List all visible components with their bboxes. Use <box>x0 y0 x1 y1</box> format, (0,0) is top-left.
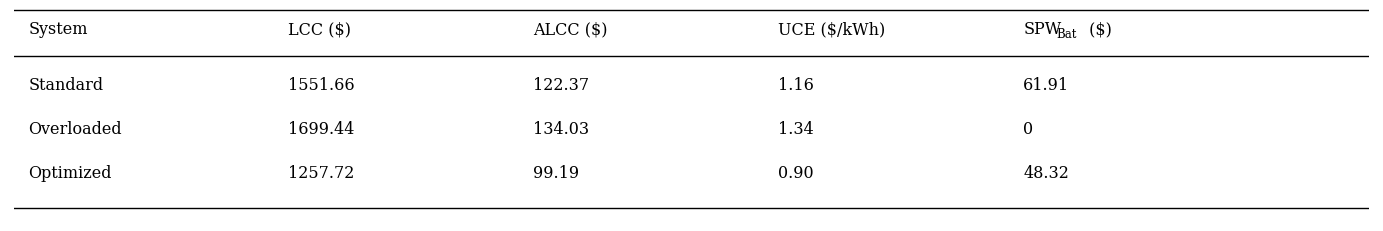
Text: System: System <box>29 21 89 38</box>
Text: 0.90: 0.90 <box>779 165 813 182</box>
Text: LCC ($): LCC ($) <box>288 21 351 38</box>
Text: SPW: SPW <box>1023 21 1062 38</box>
Text: 1257.72: 1257.72 <box>288 165 354 182</box>
Text: Optimized: Optimized <box>29 165 112 182</box>
Text: 134.03: 134.03 <box>534 121 589 138</box>
Text: 1.16: 1.16 <box>779 77 815 94</box>
Text: 0: 0 <box>1023 121 1033 138</box>
Text: 122.37: 122.37 <box>534 77 589 94</box>
Text: 48.32: 48.32 <box>1023 165 1069 182</box>
Text: ($): ($) <box>1084 21 1112 38</box>
Text: Standard: Standard <box>29 77 104 94</box>
Text: 1551.66: 1551.66 <box>288 77 355 94</box>
Text: Overloaded: Overloaded <box>29 121 122 138</box>
Text: 1699.44: 1699.44 <box>288 121 354 138</box>
Text: UCE ($/kWh): UCE ($/kWh) <box>779 21 885 38</box>
Text: ALCC ($): ALCC ($) <box>534 21 607 38</box>
Text: 61.91: 61.91 <box>1023 77 1069 94</box>
Text: Bat: Bat <box>1057 28 1077 41</box>
Text: 99.19: 99.19 <box>534 165 579 182</box>
Text: 1.34: 1.34 <box>779 121 815 138</box>
